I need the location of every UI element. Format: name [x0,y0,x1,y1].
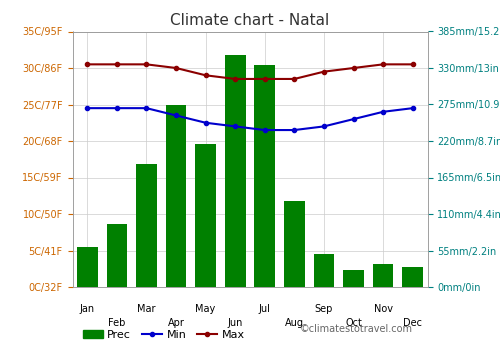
Text: ©climatestotravel.com: ©climatestotravel.com [300,324,413,334]
Text: Jun: Jun [228,318,243,328]
Bar [77,247,98,287]
Text: Apr: Apr [168,318,184,328]
Bar [314,254,334,287]
Bar [343,271,364,287]
Text: Jan: Jan [80,304,95,315]
Bar [136,164,157,287]
Bar [225,55,246,287]
Bar [402,267,423,287]
Text: Jul: Jul [259,304,270,315]
Text: Aug: Aug [285,318,304,328]
Bar [106,224,127,287]
Bar [196,144,216,287]
Legend: Prec, Min, Max: Prec, Min, Max [78,326,250,345]
Bar [254,65,275,287]
Text: Dec: Dec [403,318,422,328]
Title: Climate chart - Natal: Climate chart - Natal [170,13,330,28]
Bar [373,264,394,287]
Text: May: May [196,304,216,315]
Text: Sep: Sep [315,304,333,315]
Text: Feb: Feb [108,318,126,328]
Text: Nov: Nov [374,304,392,315]
Text: Oct: Oct [345,318,362,328]
Bar [166,105,186,287]
Bar [284,201,304,287]
Text: Mar: Mar [137,304,156,315]
